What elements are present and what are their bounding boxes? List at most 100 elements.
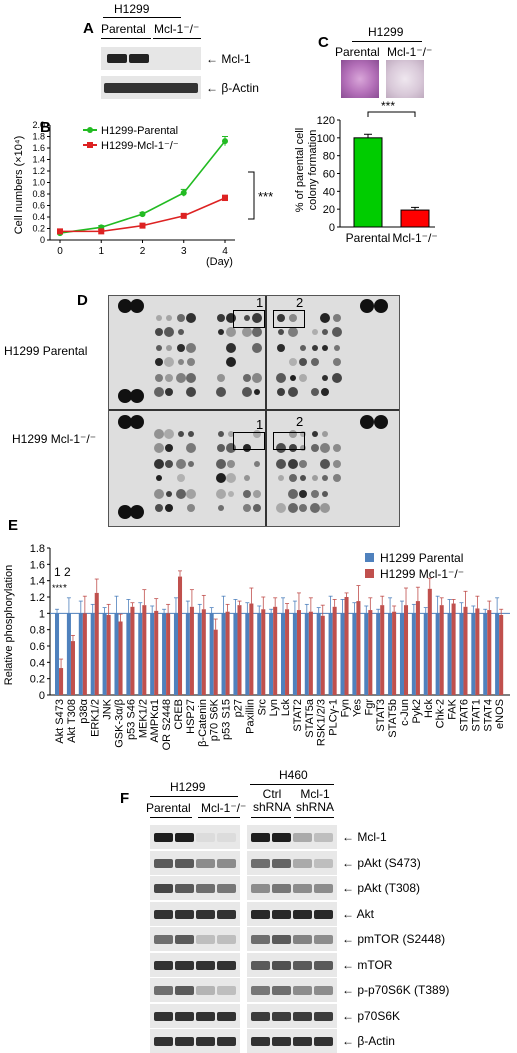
array-spot [322,329,328,335]
band [272,960,291,970]
f-blot-right-0 [247,825,337,849]
e-bar-mcl1 [94,592,99,695]
array-spot [311,444,319,452]
b-ytick-label: 0.8 [32,189,45,199]
array-spot [176,373,186,383]
e-xtick-label: Akt T308 [66,699,78,743]
array-spot [332,327,342,337]
e-bar-parental [435,613,440,695]
d-box-label-1-top: 1 [256,295,264,310]
band [175,960,194,970]
band [272,884,291,893]
e-xtick-label: Yes [351,699,363,717]
band [314,1011,333,1021]
band-a-mcl1-label: Mcl-1 [221,52,251,66]
band [293,960,312,970]
array-spot [216,387,226,397]
array-spot [165,388,173,396]
e-bar-mcl1 [344,597,349,695]
e-bar-mcl1 [451,603,456,695]
b-xtick-label: 4 [222,246,228,257]
array-spot [320,459,330,469]
e-bar-parental [78,613,83,695]
array-spot [289,358,297,366]
array-spot [177,474,185,482]
array-spot [333,474,341,482]
band [314,986,333,995]
e-bars [55,570,504,695]
array-spot [226,443,236,453]
band-a-actin: ← β-Actin [206,81,259,95]
b-ytick-label: 0.4 [32,212,45,222]
array-spot [155,358,163,366]
band [154,833,173,842]
panel-d-letter: D [77,292,88,309]
f-blot-left-5 [150,952,240,977]
f-band-label-1: ← pAkt (S473) [342,855,421,870]
e-bar-mcl1 [130,606,135,695]
f-band-label-4: ← pmTOR (S2448) [342,932,446,946]
array-spot [277,344,285,352]
array-spot [276,373,286,383]
band [293,833,312,842]
array-spot [186,343,196,353]
e-bar-parental [411,613,416,695]
band [217,909,236,919]
array-spot [226,473,236,483]
array-spot [165,460,173,468]
band [314,884,333,893]
array-spot [118,299,132,313]
e-bar-parental [55,613,60,695]
e-ytick-label: 1.8 [30,543,45,555]
e-bar-parental [376,613,381,695]
array-spot [288,387,298,397]
e-mark-sig-1: *** [52,583,63,593]
e-xtick-label: PLCγ-1 [328,699,340,736]
band [272,986,291,995]
array-spot [288,503,298,513]
b-ytick-label: 1.6 [32,143,45,153]
e-xtick-label: Akt S473 [54,699,66,744]
panel-e-letter: E [8,517,19,534]
b-lines [57,136,228,237]
b-series-line-0 [59,140,226,234]
e-bar-mcl1 [368,610,373,695]
band [217,884,236,893]
array-spot [187,504,195,512]
c-bar-0 [353,137,383,228]
panel-a-underline-2 [153,38,201,39]
array-spot [165,374,173,382]
e-bar-mcl1 [463,606,468,695]
band [251,935,270,944]
array-spot [334,345,340,351]
array-spot [312,475,318,481]
blot-a-mcl1 [101,47,201,70]
f-group-ctrl: Ctrl shRNA [252,787,291,814]
array-spot [242,327,252,337]
array-spot [164,327,174,337]
e-bar-parental [447,613,452,695]
e-xtick-label: ERK1/2 [90,699,102,737]
b-ytick-label: 0.2 [32,224,45,234]
array-spot [130,415,144,429]
e-xtick-label: eNOS [494,699,506,729]
e-xtick-label: Pyk2 [411,699,423,723]
array-spot [311,388,319,396]
array-spot [178,431,184,437]
e-xtick-label: STAT1 [470,699,482,732]
f-group-parental: Parental [146,801,191,815]
e-xtick-label: STAT5b [387,699,399,738]
f-blot-left-1 [150,850,240,875]
array-spot [320,443,330,453]
array-spot [311,358,319,366]
band [154,858,173,868]
f-band-label-8: ← β-Actin [342,1034,395,1048]
growth-curve-chart: Cell numbers (×10⁴) 00.20.40.60.81.01.21… [13,120,273,268]
e-ytick-label: 0 [39,690,45,702]
e-bar-mcl1 [273,606,278,695]
e-bar-mcl1 [308,611,313,695]
c-xtick-label: Parental [346,231,391,245]
e-bar-parental [114,613,119,695]
e-bar-mcl1 [70,641,75,695]
array-spot [278,475,284,481]
